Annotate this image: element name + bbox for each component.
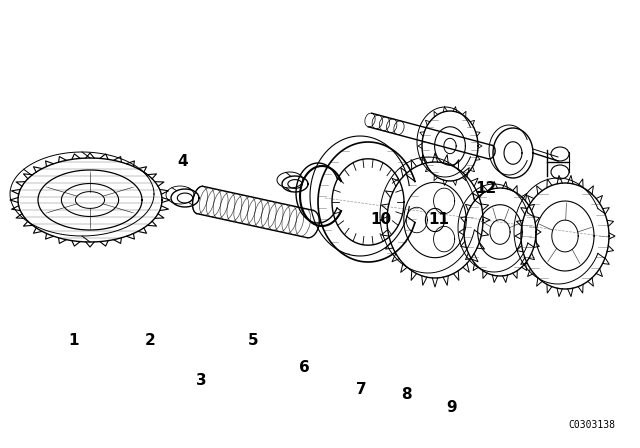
Text: 11: 11 <box>428 212 449 227</box>
Text: 9: 9 <box>446 400 456 415</box>
Text: 7: 7 <box>356 382 367 397</box>
Text: 4: 4 <box>177 154 188 169</box>
Text: 12: 12 <box>476 181 497 196</box>
Text: 1: 1 <box>68 333 79 348</box>
Text: C0303138: C0303138 <box>568 420 615 430</box>
Text: 2: 2 <box>145 333 156 348</box>
Text: 10: 10 <box>370 212 392 227</box>
Text: 8: 8 <box>401 387 412 402</box>
Text: 6: 6 <box>299 360 309 375</box>
Text: 5: 5 <box>248 333 258 348</box>
Text: 3: 3 <box>196 373 207 388</box>
